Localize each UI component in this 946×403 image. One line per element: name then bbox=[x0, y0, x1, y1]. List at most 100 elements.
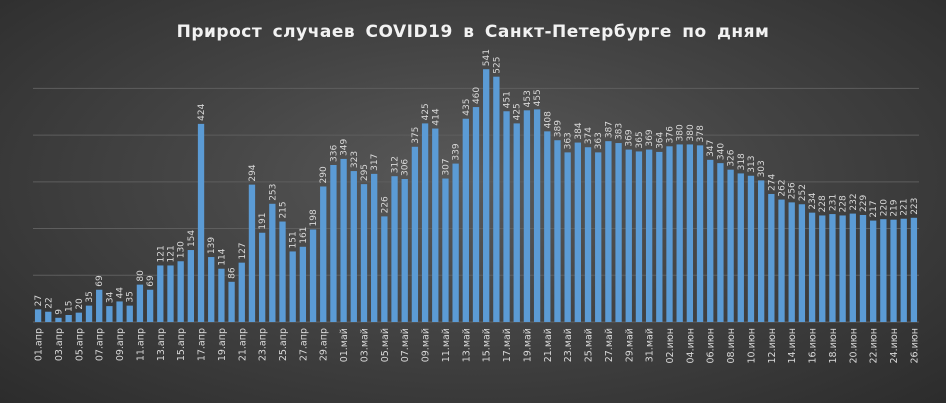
data-label: 252 bbox=[798, 184, 808, 201]
bar-11.май bbox=[442, 178, 449, 322]
data-label: 228 bbox=[839, 195, 849, 212]
data-label: 35 bbox=[85, 291, 95, 302]
x-tick-label: 05.май bbox=[380, 328, 391, 362]
data-label: 80 bbox=[136, 270, 146, 282]
bar-13.май bbox=[462, 118, 469, 323]
bar-29.апр bbox=[320, 186, 327, 322]
data-label: 220 bbox=[879, 199, 889, 216]
bar-04.июн bbox=[686, 144, 694, 322]
x-tick-label: 03.апр bbox=[54, 328, 65, 361]
data-label: 215 bbox=[279, 201, 289, 218]
bar-21.июн bbox=[859, 214, 867, 322]
x-tick-label: 07.май bbox=[400, 328, 411, 362]
x-tick-label: 25.апр bbox=[278, 328, 289, 361]
x-tick-label: 27.апр bbox=[298, 328, 309, 361]
data-label: 234 bbox=[808, 192, 818, 209]
data-label: 35 bbox=[126, 291, 136, 302]
data-label: 130 bbox=[177, 241, 187, 258]
data-label: 139 bbox=[207, 237, 217, 254]
x-tick-label: 17.май bbox=[502, 328, 513, 362]
x-tick-label: 21.май bbox=[543, 328, 554, 362]
x-tick-label: 11.май bbox=[441, 328, 452, 362]
bar-24.май bbox=[574, 142, 581, 322]
x-tick-label: 02.июн bbox=[665, 328, 676, 364]
data-label: 375 bbox=[411, 127, 421, 144]
x-tick-label: 15.май bbox=[482, 328, 493, 362]
bar-16.май bbox=[493, 76, 500, 322]
data-label: 349 bbox=[340, 138, 350, 155]
data-label: 151 bbox=[289, 231, 299, 248]
bar-19.май bbox=[523, 110, 531, 322]
bar-01.июн bbox=[656, 151, 663, 322]
bar-13.апр bbox=[157, 265, 164, 322]
bar-15.май bbox=[483, 69, 490, 323]
bar-08.июн bbox=[727, 169, 734, 322]
x-tick-label: 18.июн bbox=[828, 328, 839, 364]
bar-23.май bbox=[564, 152, 571, 322]
x-tick-label: 09.май bbox=[421, 328, 432, 362]
bar-20.апр bbox=[228, 281, 235, 322]
data-label: 121 bbox=[166, 245, 176, 262]
x-tick-label: 15.апр bbox=[176, 328, 187, 361]
bar-03.апр bbox=[55, 317, 62, 322]
data-label: 525 bbox=[492, 56, 502, 73]
x-tick-label: 22.июн bbox=[869, 328, 880, 364]
bar-07.май bbox=[401, 179, 408, 322]
bar-25.май bbox=[584, 147, 592, 322]
bar-28.апр bbox=[309, 229, 317, 322]
x-tick-label: 08.июн bbox=[726, 328, 737, 364]
data-label: 121 bbox=[156, 245, 166, 262]
x-tick-label: 29.май bbox=[624, 328, 635, 362]
bar-01.май bbox=[340, 158, 347, 322]
x-tick-label: 05.апр bbox=[74, 328, 85, 361]
x-tick-label: 13.апр bbox=[156, 328, 167, 361]
data-label: 384 bbox=[574, 122, 584, 139]
data-label: 318 bbox=[737, 153, 747, 170]
bar-25.июн bbox=[900, 218, 907, 322]
x-tick-label: 27.май bbox=[604, 328, 615, 362]
data-label: 256 bbox=[788, 182, 798, 199]
x-tick-label: 12.июн bbox=[767, 328, 778, 364]
data-label: 22 bbox=[44, 297, 54, 308]
data-label: 223 bbox=[910, 198, 920, 215]
bar-14.июн bbox=[788, 202, 795, 322]
bar-09.апр bbox=[116, 301, 123, 322]
bar-01.апр bbox=[34, 309, 42, 322]
bar-06.июн bbox=[707, 159, 714, 322]
bar-10.апр bbox=[126, 305, 133, 322]
data-label: 229 bbox=[859, 195, 869, 212]
data-label: 455 bbox=[533, 89, 543, 106]
data-label: 191 bbox=[258, 213, 268, 230]
bar-22.май bbox=[554, 140, 561, 322]
x-tick-label: 03.май bbox=[359, 328, 370, 362]
bar-05.апр bbox=[75, 312, 82, 322]
x-tick-label: 01.апр bbox=[34, 328, 45, 361]
bar-07.апр bbox=[96, 289, 103, 322]
x-tick-label: 14.июн bbox=[787, 328, 798, 364]
data-label: 44 bbox=[116, 287, 126, 299]
x-tick-label: 21.апр bbox=[237, 328, 248, 361]
data-label: 387 bbox=[604, 121, 614, 138]
bar-26.май bbox=[595, 152, 602, 322]
data-label: 290 bbox=[319, 166, 329, 183]
data-label: 253 bbox=[268, 184, 278, 201]
bar-06.май bbox=[391, 176, 398, 322]
x-tick-label: 23.апр bbox=[258, 328, 269, 361]
data-label: 414 bbox=[431, 108, 441, 125]
bar-05.июн bbox=[696, 145, 704, 322]
bar-03.май bbox=[360, 184, 368, 322]
bar-08.май bbox=[411, 146, 419, 322]
data-label: 232 bbox=[849, 193, 859, 210]
bar-07.июн bbox=[717, 163, 724, 322]
data-label: 317 bbox=[370, 154, 380, 171]
bar-14.май bbox=[472, 107, 480, 323]
bar-26.июн bbox=[910, 217, 918, 322]
bar-11.апр bbox=[136, 284, 144, 322]
bar-24.апр bbox=[269, 203, 276, 322]
data-label: 460 bbox=[472, 87, 482, 104]
data-label: 228 bbox=[818, 195, 828, 212]
bar-16.июн bbox=[808, 212, 816, 322]
bar-05.май bbox=[381, 216, 388, 322]
x-tick-label: 07.апр bbox=[95, 328, 106, 361]
